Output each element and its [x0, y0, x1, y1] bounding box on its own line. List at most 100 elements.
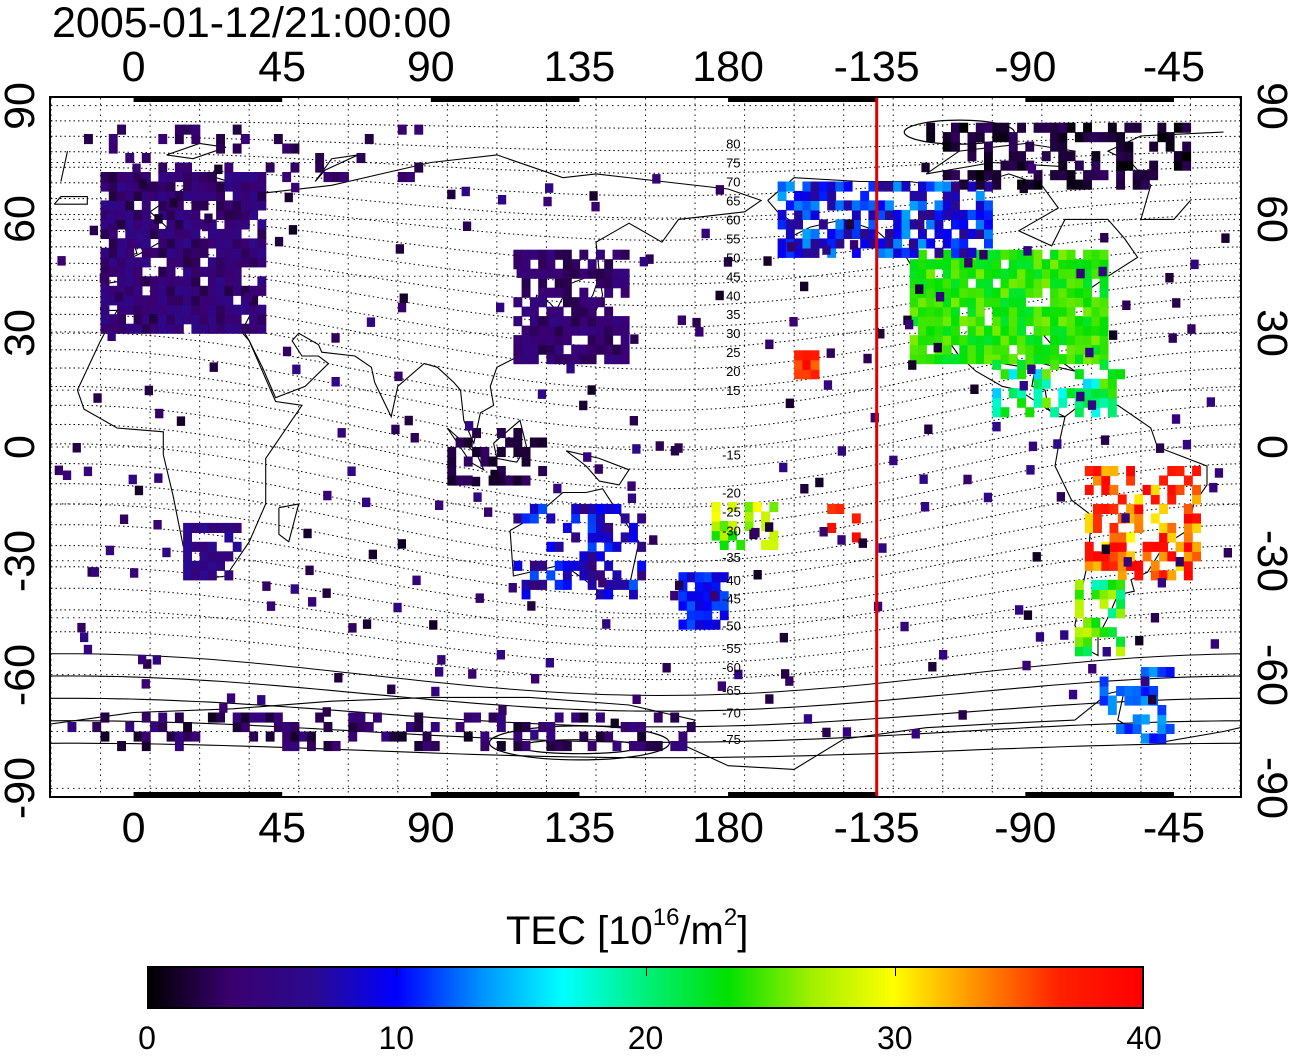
tec-cell: [587, 513, 597, 524]
tec-cell: [209, 362, 218, 372]
contour-label: 25: [726, 345, 740, 360]
tec-cell: [150, 228, 159, 239]
tec-cell: [1000, 335, 1010, 346]
tec-cell: [1000, 354, 1010, 365]
tec-cell: [959, 297, 969, 308]
tec-cell: [158, 190, 168, 201]
tec-cell: [397, 172, 407, 183]
tec-cell: [1091, 151, 1101, 162]
tec-cell: [1066, 268, 1076, 279]
tec-cell: [496, 302, 505, 313]
tec-cell: [1149, 733, 1159, 744]
tec-cell: [1132, 179, 1142, 190]
tec-cell: [992, 122, 1002, 133]
tec-cell: [924, 424, 933, 434]
tec-cell: [391, 424, 400, 435]
tec-cell: [587, 541, 597, 552]
tec-cell: [257, 276, 267, 287]
tec-cell: [612, 344, 622, 355]
tec-cell: [637, 513, 647, 524]
tec-cell: [1091, 335, 1101, 346]
tec-cell: [166, 228, 176, 239]
tec-cell: [1050, 354, 1059, 365]
tec-cell: [1157, 705, 1167, 716]
tec-cell: [240, 190, 250, 201]
contour-line: [51, 566, 1240, 632]
tec-cell: [1019, 183, 1028, 194]
tec-cell: [108, 181, 118, 192]
tec-cell: [1083, 122, 1092, 133]
tec-cell: [562, 259, 572, 270]
tec-cell: [117, 314, 126, 325]
tec-cell: [942, 228, 952, 239]
tec-cell: [734, 669, 743, 680]
tec-cell: [562, 287, 572, 298]
tec-cell: [562, 560, 572, 571]
tec-cell: [959, 354, 969, 365]
tec-cell: [1041, 325, 1051, 336]
contour-line: [51, 349, 1240, 431]
tec-cell: [216, 257, 225, 268]
coastline: [51, 689, 1240, 770]
tec-cell: [967, 354, 977, 365]
tec-cell: [508, 583, 517, 593]
tec-cell: [1135, 635, 1144, 646]
tec-cell: [176, 416, 186, 426]
tec-cell: [100, 200, 110, 211]
contour-label: 60: [726, 212, 740, 227]
tec-cell: [587, 335, 597, 346]
tec-cell: [1159, 551, 1168, 562]
tec-cell: [769, 502, 779, 513]
tec-cell: [290, 741, 300, 752]
tec-cell: [984, 297, 993, 308]
tec-cell: [521, 589, 531, 600]
tec-cell: [204, 213, 213, 223]
tec-cell: [1173, 151, 1183, 162]
tec-cell: [818, 181, 828, 192]
tec-cell: [108, 285, 118, 296]
tec-cell: [1167, 484, 1177, 495]
tec-cell: [554, 268, 564, 279]
tec-cell: [1124, 723, 1134, 734]
tec-cell: [1074, 179, 1084, 190]
tec-cell: [975, 170, 985, 181]
tec-cell: [678, 731, 688, 742]
tec-cell: [670, 741, 680, 752]
tec-cell: [174, 190, 184, 201]
tec-cell: [554, 335, 564, 346]
tec-cell: [863, 353, 872, 364]
tec-cell: [1008, 160, 1018, 171]
tec-cell: [1101, 551, 1111, 562]
tec-cell: [1192, 484, 1201, 495]
tec-cell: [232, 190, 242, 201]
tec-cell: [951, 122, 960, 133]
tec-cell: [232, 722, 242, 733]
latitude-tick-90: 90: [0, 81, 44, 130]
tec-cell: [1084, 541, 1094, 552]
tec-cell: [216, 190, 225, 201]
tec-cell: [133, 181, 143, 192]
tec-cell: [150, 295, 159, 306]
tec-cell: [1058, 132, 1068, 143]
tec-cell: [719, 591, 729, 602]
tec-cell: [158, 134, 168, 145]
tec-cell: [315, 162, 325, 173]
tec-cell: [1074, 160, 1084, 171]
tec-cell: [984, 228, 993, 239]
tec-cell: [199, 522, 209, 533]
tec-cell: [695, 610, 704, 621]
tec-cell: [315, 153, 325, 164]
tec-cell: [216, 247, 225, 258]
tec-cell: [810, 359, 820, 370]
tec-cell: [158, 181, 168, 192]
contour-line: [51, 262, 1240, 328]
tec-cell: [868, 209, 878, 220]
tec-cell: [1107, 378, 1117, 389]
tec-cell: [529, 306, 539, 317]
tec-cell: [183, 124, 192, 135]
tec-cell: [571, 306, 581, 317]
tec-cell: [546, 335, 556, 346]
tec-cell: [1091, 132, 1101, 143]
tec-cell: [562, 570, 572, 581]
tec-cell: [308, 597, 317, 607]
